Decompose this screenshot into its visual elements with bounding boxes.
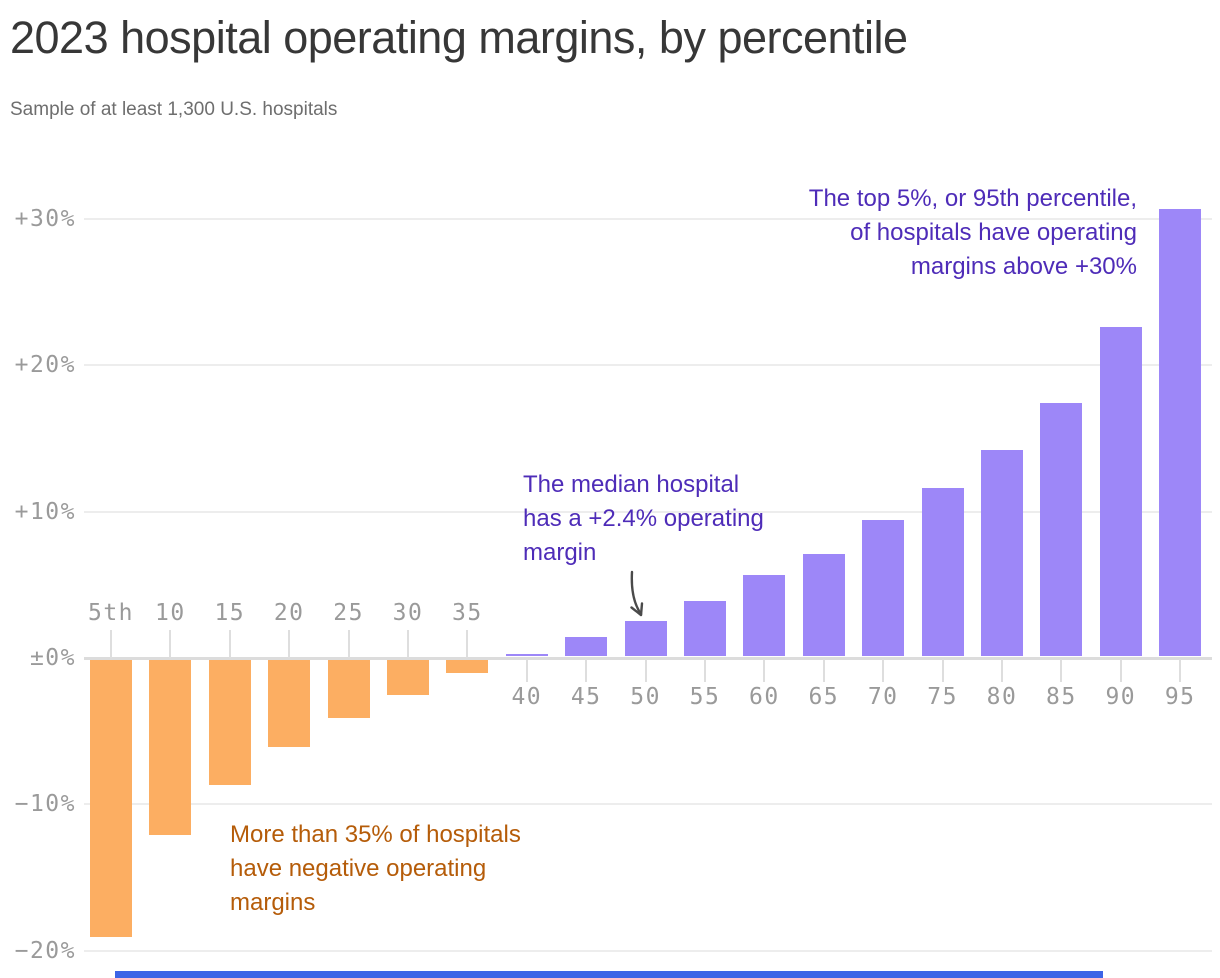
x-axis-tick-label: 45 bbox=[570, 684, 602, 710]
y-axis-tick-label: −20% bbox=[14, 937, 76, 964]
bar-70-percentile bbox=[862, 520, 905, 657]
x-axis-tick-label: 85 bbox=[1046, 684, 1077, 710]
annotation-line: margins above +30% bbox=[910, 253, 1137, 280]
annotation-line: The top 5%, or 95th percentile, bbox=[808, 185, 1137, 212]
x-axis-tick bbox=[1119, 659, 1122, 682]
x-axis-tick bbox=[347, 630, 350, 658]
x-axis-tick bbox=[525, 659, 528, 682]
x-axis-tick-label: 40 bbox=[511, 684, 543, 710]
bar-75-percentile bbox=[921, 488, 964, 657]
x-axis-tick-label: 55 bbox=[689, 684, 721, 710]
bar-10-percentile bbox=[149, 659, 192, 836]
annotation-negative-margins: More than 35% of hospitals have negative… bbox=[230, 818, 521, 920]
x-axis-tick-label: 50 bbox=[630, 684, 661, 710]
bar-60-percentile bbox=[743, 574, 786, 657]
bar-95-percentile bbox=[1159, 208, 1202, 657]
page-title: 2023 hospital operating margins, by perc… bbox=[10, 12, 908, 63]
bar-85-percentile bbox=[1040, 403, 1083, 657]
gridline bbox=[84, 364, 1212, 367]
x-axis-tick bbox=[466, 630, 469, 658]
x-axis-tick-label: 80 bbox=[986, 684, 1018, 710]
x-axis-tick-label: 5th bbox=[87, 600, 135, 626]
x-axis-tick-label: 15 bbox=[214, 600, 246, 626]
bar-35-percentile bbox=[446, 659, 489, 673]
gridline bbox=[84, 218, 1212, 221]
bar-65-percentile bbox=[802, 554, 845, 657]
x-axis-tick bbox=[822, 659, 825, 682]
x-axis-tick-label: 70 bbox=[867, 684, 899, 710]
x-axis-tick bbox=[1060, 659, 1063, 682]
x-axis-tick bbox=[585, 659, 588, 682]
x-axis-tick bbox=[704, 659, 706, 682]
down-arrow-icon bbox=[630, 570, 644, 617]
annotation-line: of hospitals have operating bbox=[850, 219, 1137, 246]
bar-40-percentile bbox=[505, 653, 548, 657]
x-axis-tick-label: 90 bbox=[1105, 684, 1137, 710]
x-axis-tick-label: 65 bbox=[808, 684, 840, 710]
x-axis-tick bbox=[882, 659, 885, 682]
gridline bbox=[84, 949, 1212, 952]
x-axis-tick-label: 30 bbox=[392, 600, 424, 626]
bar-25-percentile bbox=[327, 659, 370, 719]
bar-20-percentile bbox=[268, 659, 311, 748]
x-axis-tick-label: 95 bbox=[1164, 684, 1196, 710]
x-axis-tick bbox=[169, 630, 172, 658]
y-axis-tick-label: +10% bbox=[14, 498, 76, 525]
bar-50-percentile bbox=[624, 621, 667, 657]
chart-subtitle: Sample of at least 1,300 U.S. hospitals bbox=[10, 99, 338, 120]
x-axis-tick bbox=[228, 630, 231, 658]
annotation-line: More than 35% of hospitals bbox=[230, 821, 521, 848]
bar-45-percentile bbox=[565, 637, 608, 657]
bar-5th-percentile bbox=[90, 659, 132, 938]
annotation-median: The median hospital has a +2.4% operatin… bbox=[523, 468, 764, 570]
x-axis-tick-label: 10 bbox=[155, 600, 186, 626]
bar-90-percentile bbox=[1099, 327, 1142, 657]
bar-30-percentile bbox=[387, 659, 429, 695]
x-axis-tick bbox=[941, 659, 944, 682]
annotation-line: have negative operating bbox=[230, 855, 487, 882]
x-axis-tick-label: 60 bbox=[749, 684, 780, 710]
annotation-line: margins bbox=[230, 889, 316, 916]
annotation-top-percentile: The top 5%, or 95th percentile, of hospi… bbox=[809, 182, 1137, 284]
y-axis-tick-label: −10% bbox=[14, 791, 76, 818]
x-axis-tick bbox=[110, 630, 112, 658]
bar-55-percentile bbox=[684, 600, 726, 657]
x-axis-tick bbox=[1179, 659, 1182, 682]
annotation-line: The median hospital bbox=[523, 471, 740, 498]
x-axis-tick bbox=[288, 630, 291, 658]
x-axis-tick bbox=[763, 659, 766, 682]
x-axis-tick-label: 75 bbox=[927, 684, 958, 710]
y-axis-tick-label: +30% bbox=[14, 206, 76, 233]
x-axis-tick bbox=[407, 630, 409, 658]
x-axis-tick bbox=[644, 659, 647, 682]
y-axis-tick-label: ±0% bbox=[29, 645, 76, 671]
x-axis-tick bbox=[1001, 659, 1003, 682]
x-axis-tick-label: 35 bbox=[452, 600, 483, 626]
x-axis-tick-label: 25 bbox=[333, 600, 364, 626]
bottom-blue-strip bbox=[115, 971, 1103, 978]
gridline bbox=[84, 803, 1212, 806]
x-axis-line bbox=[84, 657, 1212, 660]
annotation-line: has a +2.4% operating bbox=[523, 505, 764, 532]
gridline bbox=[84, 510, 1212, 513]
annotation-line: margin bbox=[523, 539, 597, 566]
bar-80-percentile bbox=[981, 450, 1023, 657]
x-axis-tick-label: 20 bbox=[273, 600, 305, 626]
y-axis-tick-label: +20% bbox=[14, 352, 76, 379]
bar-15-percentile bbox=[208, 659, 251, 786]
